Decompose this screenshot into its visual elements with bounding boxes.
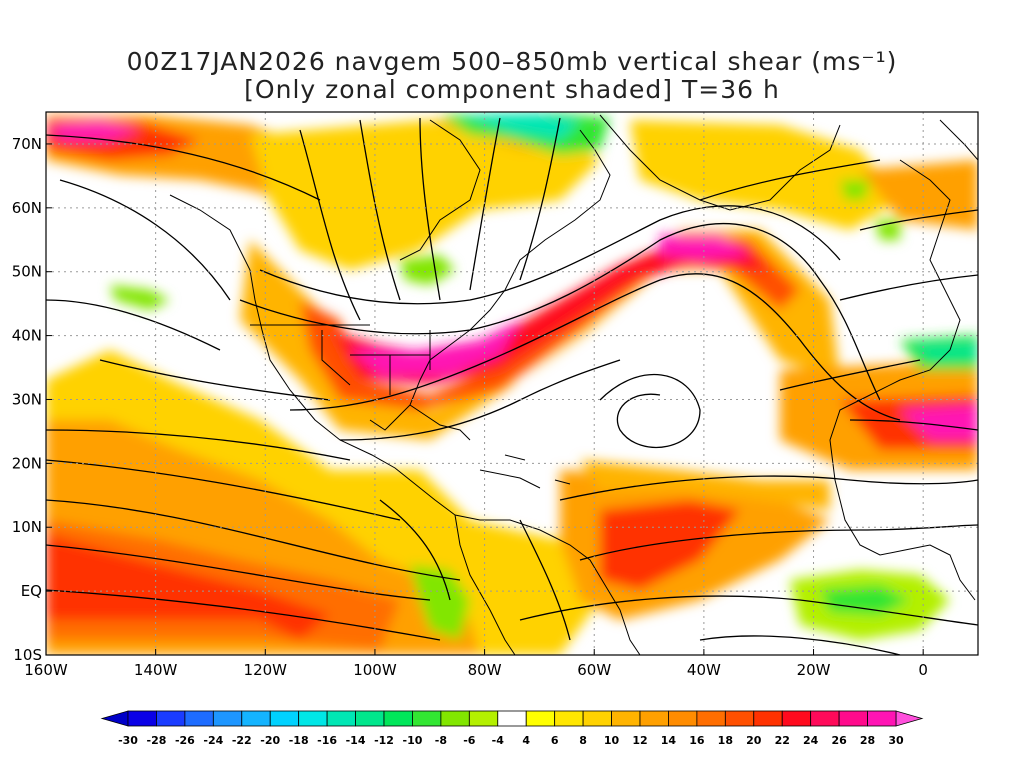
colorbar-bin <box>611 710 641 727</box>
longitude-tick-label: 100W <box>353 661 397 679</box>
colorbar-bin <box>468 710 499 727</box>
longitude-tick-label: 120W <box>244 661 288 679</box>
colorbar-label: 30 <box>888 734 904 747</box>
colorbar-bin <box>298 710 328 727</box>
latitude-tick-label: 20N <box>12 454 42 472</box>
colorbar-bin <box>184 710 214 727</box>
coastline-layer <box>169 114 978 655</box>
colorbar-label: -28 <box>147 734 167 747</box>
longitude-tick-label: 40W <box>687 661 721 679</box>
colorbar-label: -4 <box>492 734 505 747</box>
longitude-axis: 160W 140W 120W 100W 80W 60W 40W 20W 0 <box>24 649 928 679</box>
colorbar-bin <box>212 710 243 727</box>
colorbar-min-arrow <box>100 710 129 727</box>
colorbar-label: 24 <box>803 734 819 747</box>
colorbar-bin <box>269 710 300 727</box>
colorbar-label: -16 <box>317 734 337 747</box>
colorbar-max-arrow <box>895 710 924 727</box>
colorbar-bin <box>241 710 271 727</box>
colorbar-bin <box>554 710 584 727</box>
colorbar-label: -22 <box>232 734 252 747</box>
colorbar-bin <box>668 710 698 727</box>
colorbar-bin <box>696 710 726 727</box>
colorbar-label: 16 <box>689 734 705 747</box>
latitude-tick-label: EQ <box>21 582 42 600</box>
latitude-axis: 70N 60N 50N 40N 30N 20N 10N EQ 10S <box>12 135 52 664</box>
longitude-tick-label: 20W <box>797 661 831 679</box>
colorbar-label: -26 <box>175 734 195 747</box>
streamline-layer <box>46 117 978 655</box>
colorbar-label: -12 <box>374 734 394 747</box>
colorbar-label: 8 <box>579 734 587 747</box>
graticule <box>46 112 978 655</box>
map-frame <box>45 111 979 656</box>
colorbar-bin <box>412 710 442 727</box>
colorbar-bin <box>753 710 783 727</box>
colorbar-label: 26 <box>831 734 847 747</box>
colorbar-bin <box>383 710 413 727</box>
colorbar-label: 22 <box>775 734 790 747</box>
colorbar-bin <box>867 710 897 727</box>
colorbar-label: 14 <box>661 734 677 747</box>
colorbar-bin <box>127 710 157 727</box>
colorbar-label: -8 <box>435 734 447 747</box>
colorbar-bin <box>440 710 470 727</box>
colorbar-label: 10 <box>604 734 620 747</box>
map-title-line-1: 00Z17JAN2026 navgem 500–850mb vertical s… <box>126 47 898 76</box>
colorbar-label: 6 <box>551 734 559 747</box>
colorbar-bin <box>525 710 556 727</box>
colorbar-bin <box>355 710 385 727</box>
latitude-tick-label: 50N <box>12 263 42 281</box>
colorbar-bin <box>810 710 840 727</box>
colorbar-label: -18 <box>289 734 309 747</box>
longitude-tick-label: 140W <box>134 661 178 679</box>
colorbar: -30 -28 -26 -24 -22 -20 -18 -16 -14 -12 -10 -8 -6 -4 4… <box>100 710 924 747</box>
colorbar-bin <box>326 710 356 727</box>
colorbar-label: -10 <box>403 734 423 747</box>
latitude-tick-label: 10N <box>12 518 42 536</box>
colorbar-label: -14 <box>346 734 366 747</box>
colorbar-label: 20 <box>746 734 762 747</box>
latitude-tick-label: 40N <box>12 327 42 345</box>
colorbar-label: -30 <box>118 734 138 747</box>
map-title-line-2: [Only zonal component shaded] T=36 h <box>244 75 780 104</box>
colorbar-bin <box>497 710 527 727</box>
colorbar-bin <box>639 710 669 727</box>
colorbar-bin <box>156 710 186 727</box>
longitude-tick-label: 160W <box>24 661 68 679</box>
colorbar-label: -20 <box>260 734 280 747</box>
colorbar-bin <box>838 710 868 727</box>
latitude-tick-label: 10S <box>13 646 42 664</box>
colorbar-label: 12 <box>632 734 647 747</box>
latitude-tick-label: 30N <box>12 390 42 408</box>
latitude-tick-label: 70N <box>12 135 42 153</box>
colorbar-bin <box>582 710 612 727</box>
longitude-tick-label: 80W <box>468 661 502 679</box>
longitude-tick-label: 0 <box>918 661 928 679</box>
longitude-tick-label: 60W <box>577 661 611 679</box>
colorbar-bin <box>781 710 812 727</box>
latitude-tick-label: 60N <box>12 199 42 217</box>
colorbar-label: 18 <box>718 734 733 747</box>
colorbar-label: 4 <box>522 734 530 747</box>
colorbar-label: 28 <box>860 734 875 747</box>
colorbar-label: -6 <box>463 734 476 747</box>
colorbar-bin <box>724 710 755 727</box>
colorbar-label: -24 <box>203 734 223 747</box>
